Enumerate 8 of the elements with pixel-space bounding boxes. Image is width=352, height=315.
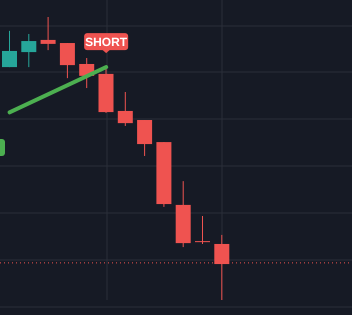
candlestick [118, 91, 133, 126]
candlestick [40, 16, 56, 51]
candlestick [195, 215, 210, 244]
candlestick [60, 42, 75, 79]
candlestick [21, 33, 36, 68]
candlestick [2, 30, 17, 68]
callout-box: SHORT [84, 33, 128, 54]
annotation: SHORT [85, 35, 128, 50]
